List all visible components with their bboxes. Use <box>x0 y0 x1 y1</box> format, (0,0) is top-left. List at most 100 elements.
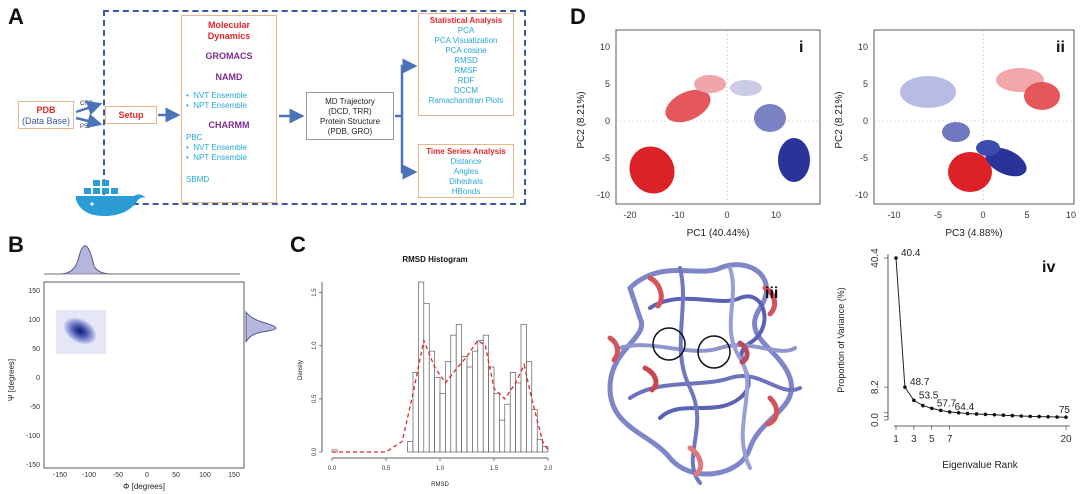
variance-point <box>912 398 916 403</box>
x-tick-label: 7 <box>947 434 953 445</box>
namd-item-2: NPT Ensemble <box>193 101 247 110</box>
variance-point <box>1046 414 1050 419</box>
cumulative-variance-label: 75 <box>1059 405 1071 416</box>
pc-cluster-light <box>900 68 1060 110</box>
panel-letter-c: C <box>290 232 306 257</box>
variance-point <box>921 403 925 408</box>
x-tick-label: 0.5 <box>382 466 391 472</box>
variance-point <box>894 256 898 260</box>
x-tick-label: 1.5 <box>490 466 499 472</box>
histogram-bar <box>450 334 457 453</box>
x-tick: 5 <box>1024 210 1029 220</box>
cumulative-variance-label: 40.4 <box>901 248 921 259</box>
trajectory-box: MD Trajectory (DCD, TRR) Protein Structu… <box>306 92 394 140</box>
pbc-label: PBC <box>186 133 203 142</box>
histogram-bar <box>445 361 452 453</box>
y-tick: 100 <box>28 317 40 324</box>
y-tick: -100 <box>26 433 40 440</box>
histogram-bar <box>477 340 484 453</box>
x-tick: -10 <box>887 210 900 220</box>
namd-item: • NPT Ensemble <box>186 101 247 110</box>
x-tick: 0 <box>145 472 149 479</box>
x-tick: 50 <box>172 472 180 479</box>
protein-structure: iii <box>607 262 802 485</box>
time-series-box: Time Series Analysis Distance Angles Dih… <box>418 144 514 198</box>
variance-point <box>929 406 934 411</box>
workflow-arrows <box>75 58 418 216</box>
histogram-bar <box>509 372 516 453</box>
variance-point <box>1037 414 1041 419</box>
traj-line-1: MD Trajectory <box>325 97 375 106</box>
namd-item-1: NVT Ensemble <box>193 91 247 100</box>
y-tick: -150 <box>26 462 40 469</box>
y-tick: 5 <box>605 79 610 89</box>
subpanel-label-iii: iii <box>765 285 778 302</box>
histogram-bar <box>504 403 511 453</box>
variance-point <box>1001 413 1006 417</box>
namd-item: • NVT Ensemble <box>186 91 247 100</box>
traj-arrow <box>395 64 414 174</box>
y-tick: 5 <box>863 79 868 89</box>
histogram-bar <box>407 441 414 453</box>
x-tick: -10 <box>671 210 684 220</box>
x-axis-label: RMSD <box>431 482 449 488</box>
histogram-bar <box>536 438 543 453</box>
stat-item: RDF <box>457 76 475 85</box>
histogram-bar <box>520 324 527 453</box>
histogram-bar <box>412 372 419 453</box>
y-tick: 0 <box>863 116 868 126</box>
pca-scatter-ii: ii 10 5 0 -5 -10 -10 -5 0 5 10 PC3 (4.88… <box>834 29 1076 239</box>
x-tick: 0 <box>980 210 985 220</box>
x-tick: 100 <box>199 472 211 479</box>
workflow-frame <box>103 10 526 205</box>
pca-scatter-i: i 10 5 0 -5 -10 -20 -10 0 10 PC1 (40.44%… <box>576 29 821 239</box>
histogram-bar <box>472 350 479 453</box>
x-tick-label: 2.0 <box>544 466 553 472</box>
x-tick: 10 <box>1066 210 1076 220</box>
traj-line-2: (DCD, TRR) <box>328 107 372 116</box>
x-tick: -150 <box>53 472 67 479</box>
ts-item: Dihedrals <box>449 177 483 186</box>
y-axis-label: Proportion of Variance (%) <box>836 287 846 392</box>
charmm-label: CHARMM <box>208 120 250 130</box>
phi-marginal-density <box>44 245 240 275</box>
y-tick: 50 <box>32 346 40 353</box>
histogram-bar <box>515 382 522 453</box>
x-tick: 150 <box>228 472 240 479</box>
histogram-bar <box>434 377 441 453</box>
variance-point <box>1028 414 1033 419</box>
sbmd-label: SBMD <box>186 175 210 184</box>
variance-point <box>992 412 997 417</box>
x-axis-label: Eigenvalue Rank <box>942 460 1019 471</box>
x-tick: 0 <box>724 210 729 220</box>
histogram-bar <box>526 361 533 453</box>
cumulative-variance-label: 64.4 <box>955 402 975 413</box>
x-tick-label: 1 <box>893 434 899 445</box>
crd-arrow <box>75 100 103 116</box>
variance-point <box>1064 415 1068 419</box>
rmsd-histogram: RMSD Histogram 0.0 0.5 1.0 1.5 2.0 0.0 0.5 1.0… <box>298 255 553 488</box>
variance-point <box>938 408 943 413</box>
charmm-item: • NVT Ensemble <box>186 143 247 152</box>
y-axis-label: PC2 (8.21%) <box>834 91 845 148</box>
y-tick: 0 <box>36 375 40 382</box>
pdb-title: PDB <box>36 105 56 115</box>
md-box: Molecular Dynamics GROMACS NAMD • NVT En… <box>181 15 277 203</box>
ts-item: HBonds <box>451 187 481 196</box>
stat-item: DCCM <box>454 86 478 95</box>
ts-item: Distance <box>450 157 482 166</box>
variance-point <box>903 385 907 389</box>
panel-letter-a: A <box>8 4 24 29</box>
kde-curve <box>332 338 549 453</box>
cumulative-variance-label: 48.7 <box>910 377 930 388</box>
variance-point <box>1010 413 1015 418</box>
y-tick-label: 0.0 <box>312 447 318 456</box>
chart-title: RMSD Histogram <box>402 255 467 264</box>
histogram-bar <box>418 281 425 453</box>
density-blob <box>63 317 97 345</box>
highlight-circle <box>652 327 686 361</box>
psf-label: PSF <box>80 124 92 130</box>
cumulative-variance-label: 53.5 <box>919 390 939 401</box>
subpanel-label-i: i <box>799 39 803 56</box>
y-tick: -10 <box>597 190 610 200</box>
